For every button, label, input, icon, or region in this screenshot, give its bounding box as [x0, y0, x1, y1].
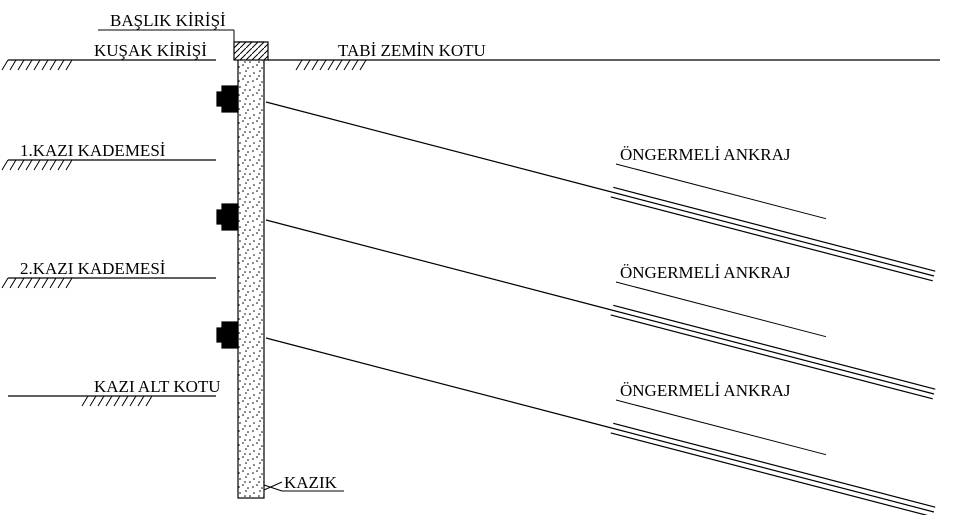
cap-beam: [234, 42, 268, 60]
label-kazi2: 2.KAZI KADEMESİ: [20, 259, 166, 278]
anchor-head-2: [217, 210, 222, 224]
label-baslik: BAŞLIK KİRİŞİ: [110, 11, 226, 30]
anchor-1: ÖNGERMELİ ANKRAJ: [266, 102, 935, 281]
label-kazi-alt: KAZI ALT KOTU: [94, 377, 221, 396]
anchor-label-3: ÖNGERMELİ ANKRAJ: [620, 381, 791, 400]
waler-1: [222, 86, 238, 112]
waler-3: [222, 322, 238, 348]
label-kazik: KAZIK: [284, 473, 338, 492]
label-kusak: KUŞAK KİRİŞİ: [94, 41, 207, 60]
label-tabi-zemin: TABİ ZEMİN KOTU: [338, 41, 486, 60]
anchor-head-1: [217, 92, 222, 106]
anchor-label-1: ÖNGERMELİ ANKRAJ: [620, 145, 791, 164]
waler-2: [222, 204, 238, 230]
anchor-head-3: [217, 328, 222, 342]
anchor-2: ÖNGERMELİ ANKRAJ: [266, 220, 935, 399]
retaining-wall-diagram: ÖNGERMELİ ANKRAJ ÖNGERMELİ ANKRAJ ÖNGERMEL…: [0, 0, 965, 515]
pile: [238, 42, 264, 498]
anchor-label-2: ÖNGERMELİ ANKRAJ: [620, 263, 791, 282]
anchor-3: ÖNGERMELİ ANKRAJ: [266, 338, 935, 515]
label-kazi1: 1.KAZI KADEMESİ: [20, 141, 166, 160]
